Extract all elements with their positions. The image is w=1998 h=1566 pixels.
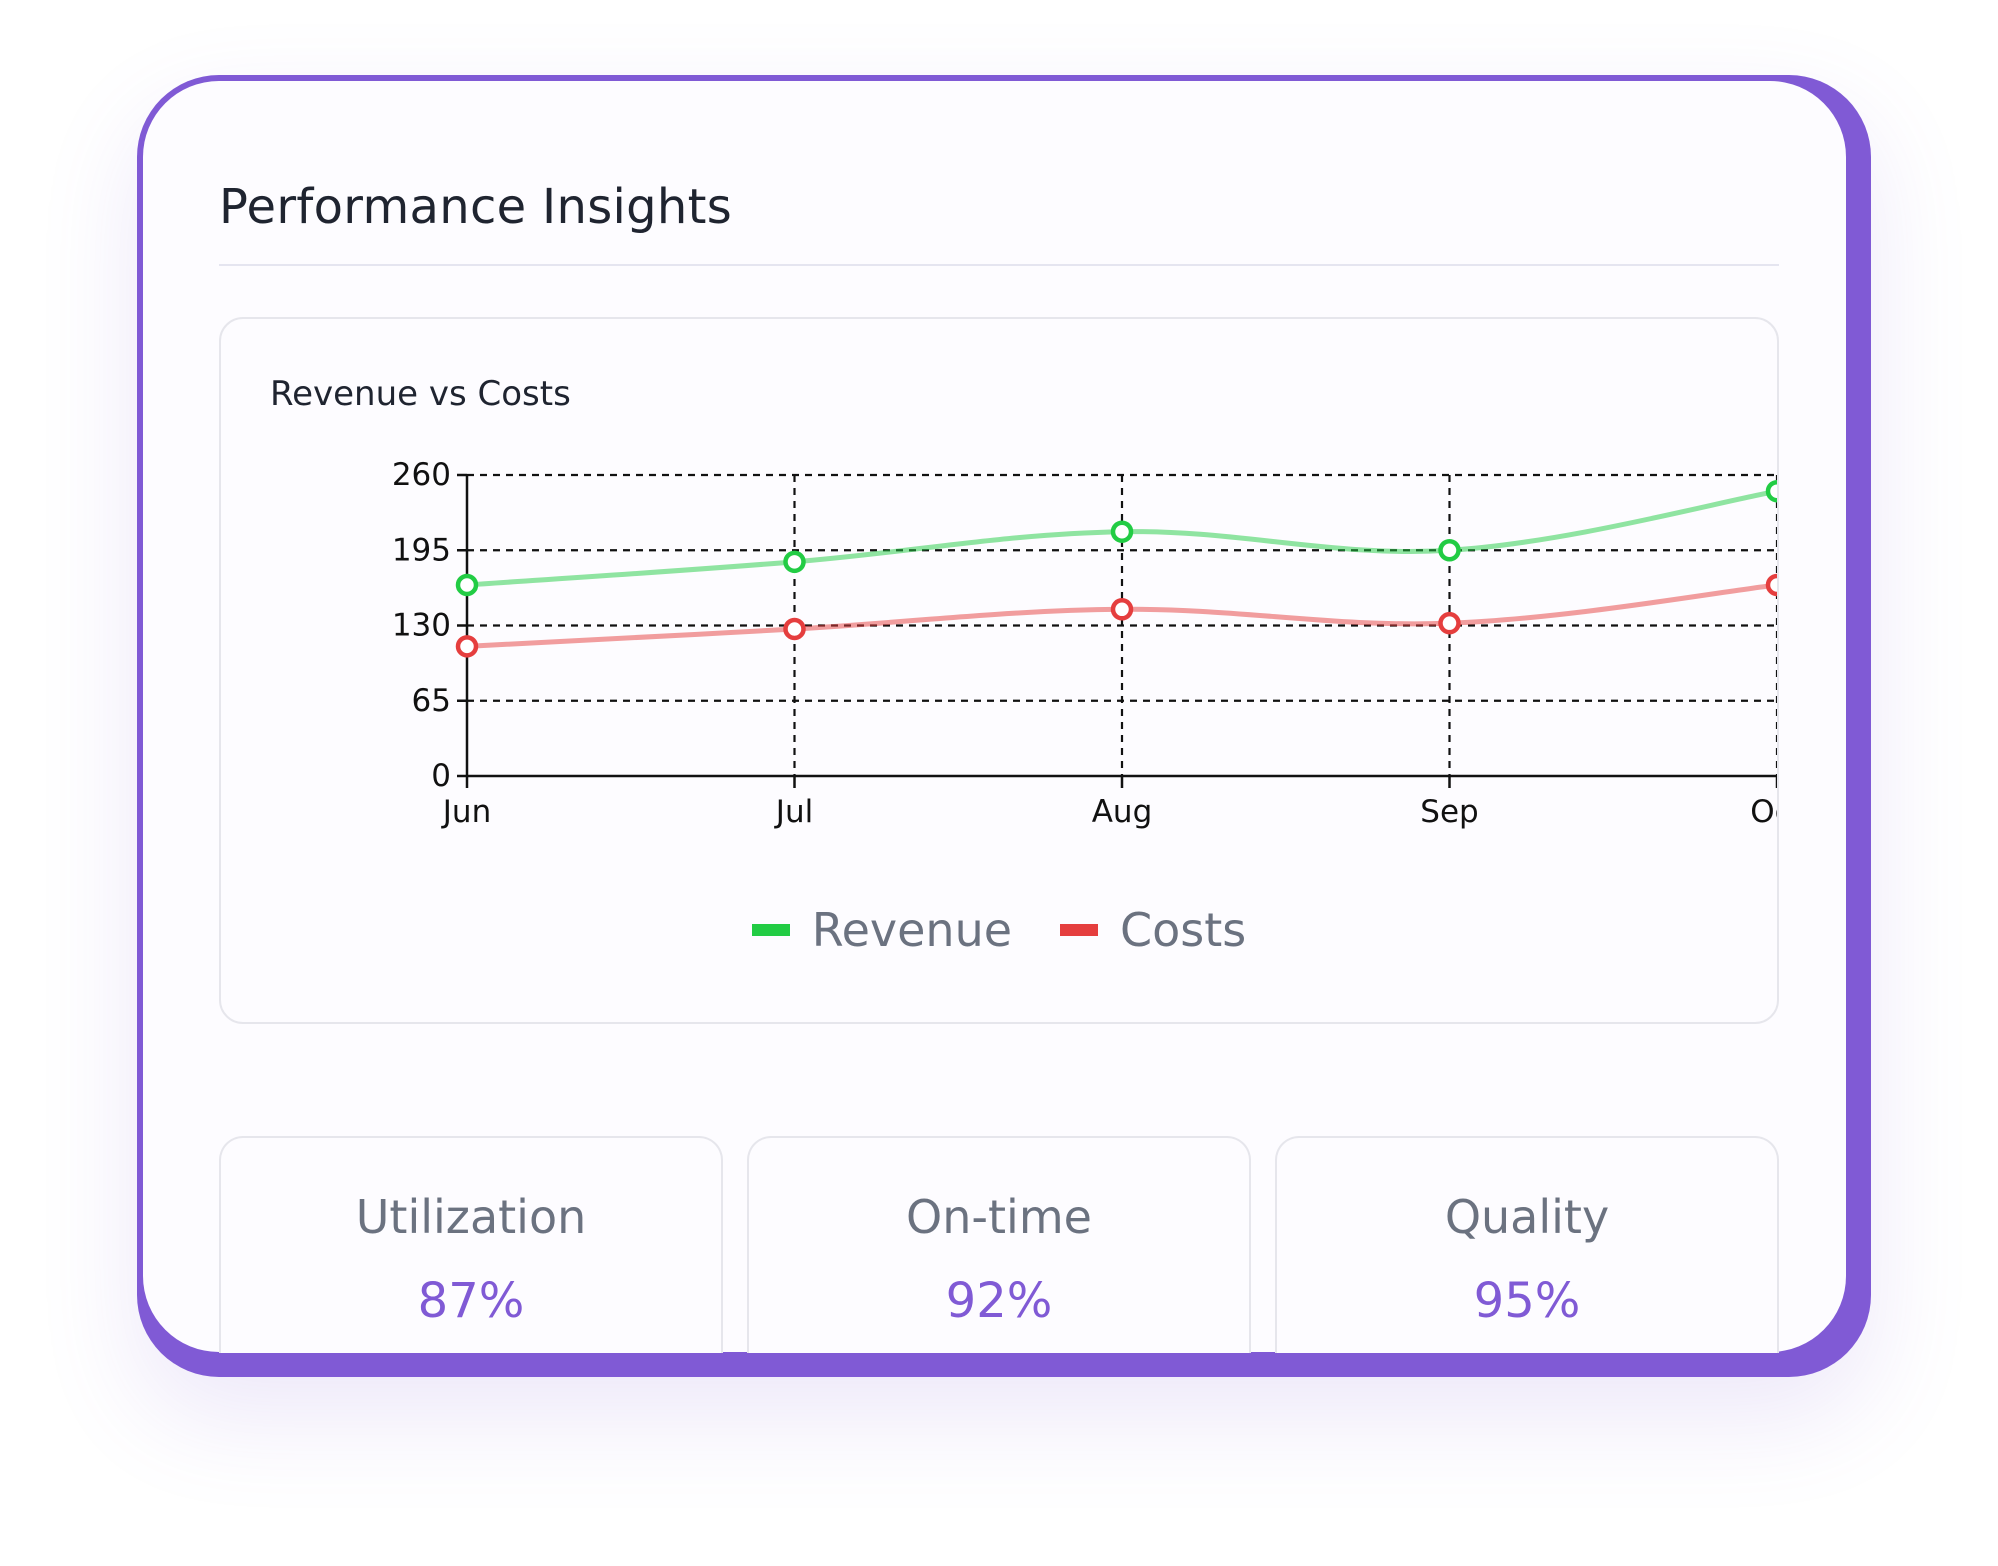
data-point-revenue: [455, 573, 479, 597]
stat-value: 92%: [945, 1273, 1053, 1329]
data-point-costs: [1110, 598, 1134, 621]
stat-value: 95%: [1473, 1273, 1581, 1329]
data-point-costs: [1438, 611, 1461, 635]
legend-swatch-costs: [1060, 924, 1099, 936]
insights-card: Performance Insights Revenue vs Costs 0 6…: [143, 81, 1846, 1353]
stat-card-on-time: On-time 92%: [747, 1136, 1251, 1353]
legend-item-revenue[interactable]: Revenue: [751, 903, 1013, 957]
chart-title: Revenue vs Costs: [270, 374, 571, 414]
data-point-costs: [1765, 573, 1777, 597]
x-tick-label: Sep: [1420, 794, 1478, 830]
chart-legend: Revenue Costs: [221, 903, 1777, 957]
stat-value: 87%: [417, 1273, 525, 1329]
data-point-revenue: [1438, 539, 1461, 562]
card-title: Performance Insights: [219, 179, 733, 235]
legend-item-costs[interactable]: Costs: [1060, 903, 1246, 957]
legend-label-costs: Costs: [1120, 903, 1247, 957]
y-tick-label: 65: [412, 683, 451, 719]
data-point-revenue: [1110, 520, 1134, 543]
stat-card-quality: Quality 95%: [1275, 1136, 1779, 1353]
x-tick-label: Jul: [774, 794, 813, 830]
y-tick-label: 130: [392, 608, 451, 644]
legend-swatch-revenue: [751, 924, 790, 936]
data-point-costs: [455, 635, 479, 658]
stat-label: Quality: [1444, 1190, 1610, 1244]
x-tick-label: Oct: [1750, 794, 1777, 830]
y-tick-label: 260: [392, 457, 451, 493]
data-point-revenue: [783, 550, 806, 574]
stat-label: Utilization: [355, 1190, 587, 1244]
insights-card-frame: Performance Insights Revenue vs Costs 0 6…: [137, 75, 1871, 1377]
stat-label: On-time: [906, 1190, 1092, 1244]
title-divider: [219, 264, 1779, 266]
line-chart: 0 65 130 195 260 Jun Jul Aug Sep Oct: [392, 457, 1777, 830]
y-tick-label: 0: [431, 758, 451, 794]
chart-panel: Revenue vs Costs 0 65 130 195 260 Jun Jul Aug Se…: [219, 317, 1779, 1024]
data-point-costs: [783, 617, 806, 641]
x-tick-label: Jun: [441, 794, 491, 830]
stat-card-utilization: Utilization 87%: [219, 1136, 723, 1353]
legend-label-revenue: Revenue: [811, 903, 1013, 957]
data-point-revenue: [1765, 479, 1777, 503]
y-tick-label: 195: [392, 532, 451, 568]
x-tick-label: Aug: [1092, 794, 1153, 830]
